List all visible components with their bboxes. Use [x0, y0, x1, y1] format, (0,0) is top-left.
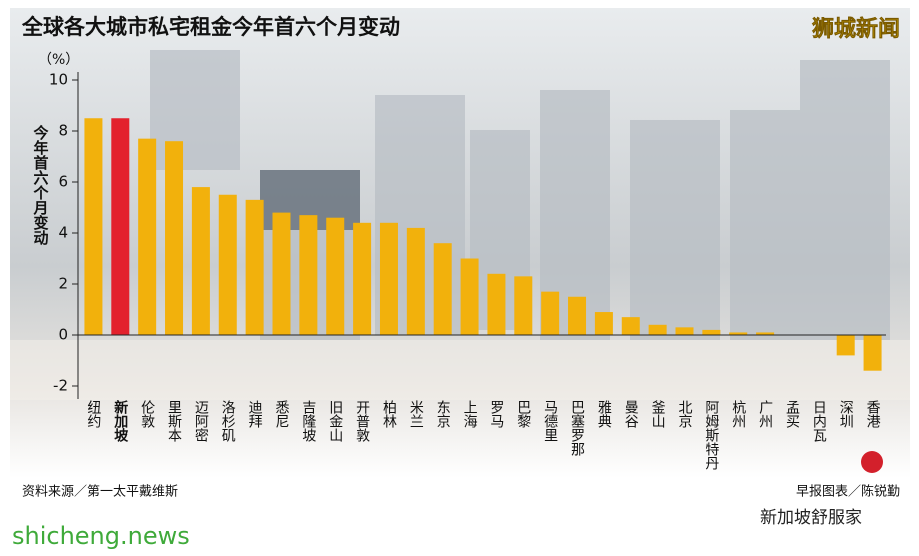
x-tick-label: 迪拜: [247, 400, 263, 429]
bar: [138, 138, 157, 335]
bar: [460, 258, 479, 335]
x-tick-label: 曼谷: [623, 400, 639, 428]
bar: [379, 222, 398, 335]
x-tick-label: 东京: [435, 400, 451, 428]
x-tick-label: 巴塞罗那: [569, 400, 585, 457]
chart-title: 全球各大城市私宅租金今年首六个月变动: [21, 15, 400, 39]
y-tick-label: -2: [53, 377, 68, 395]
x-tick-label: 纽约: [85, 400, 101, 428]
bar: [165, 141, 184, 335]
x-tick-label: 洛杉矶: [220, 400, 236, 443]
bar: [514, 276, 533, 335]
x-tick-label: 罗马: [488, 400, 504, 428]
bar: [433, 243, 452, 335]
x-tick-label: 里斯本: [166, 400, 182, 442]
x-tick-label: 马德里: [542, 400, 558, 442]
y-unit: （%）: [38, 52, 79, 68]
bar: [326, 217, 345, 335]
x-tick-label: 阿姆斯特丹: [703, 400, 719, 471]
site-watermark: shicheng.news: [12, 522, 190, 550]
x-tick-label: 深圳: [838, 400, 854, 428]
y-tick-label: 8: [58, 122, 68, 140]
x-tick-label: 北京: [677, 400, 693, 428]
bar: [487, 273, 506, 335]
y-tick-label: 2: [58, 275, 68, 293]
x-tick-label: 柏林: [381, 400, 397, 428]
bar: [675, 327, 694, 335]
credit: 早报图表／陈锐勤: [796, 484, 900, 500]
x-tick-label: 伦敦: [139, 400, 155, 428]
x-tick-label: 吉隆坡: [300, 400, 316, 442]
x-tick-label: 开普敦: [354, 400, 370, 442]
x-tick-label: 悉尼: [274, 400, 290, 428]
bar: [218, 194, 237, 335]
x-tick-label: 釜山: [650, 400, 666, 428]
source: 资料来源／第一太平戴维斯: [22, 485, 178, 500]
bar: [299, 215, 318, 335]
bar: [621, 317, 640, 335]
account-watermark: 新加坡舒服家: [760, 508, 862, 528]
x-tick-label: 广州: [757, 400, 773, 428]
x-tick-label: 孟买: [784, 400, 800, 428]
y-tick-label: 0: [58, 326, 68, 344]
bar: [594, 312, 613, 335]
bar: [568, 296, 587, 335]
x-tick-label: 香港: [865, 400, 881, 428]
bar: [648, 324, 667, 335]
y-tick-label: 10: [49, 71, 68, 89]
bar: [729, 332, 748, 335]
bar: [111, 118, 130, 335]
bar: [756, 332, 775, 335]
bar: [191, 187, 210, 335]
y-tick-label: 6: [58, 173, 68, 191]
x-tick-label: 日内瓦: [811, 400, 827, 443]
x-tick-label: 米兰: [408, 400, 424, 428]
logo: 狮城新闻: [812, 16, 900, 42]
x-tick-label: 雅典: [596, 400, 612, 428]
x-tick-label: 迈阿密: [193, 400, 209, 442]
y-axis-label: 今年首六个月变动: [32, 124, 50, 246]
x-tick-label: 新加坡: [112, 399, 129, 443]
bar: [245, 199, 264, 335]
bar: [836, 335, 855, 356]
x-tick-label: 旧金山: [327, 400, 343, 442]
x-tick-label: 上海: [462, 400, 478, 428]
bar: [406, 227, 425, 335]
bar: [84, 118, 103, 335]
bar: [272, 212, 291, 335]
bar: [541, 291, 560, 335]
bar: [353, 222, 372, 335]
bar: [702, 329, 721, 335]
bar: [863, 335, 882, 371]
x-tick-label: 巴黎: [515, 400, 531, 428]
brand-icon: [861, 451, 883, 473]
y-tick-label: 4: [58, 224, 68, 242]
x-tick-label: 杭州: [730, 400, 746, 428]
foreground: [10, 340, 910, 400]
